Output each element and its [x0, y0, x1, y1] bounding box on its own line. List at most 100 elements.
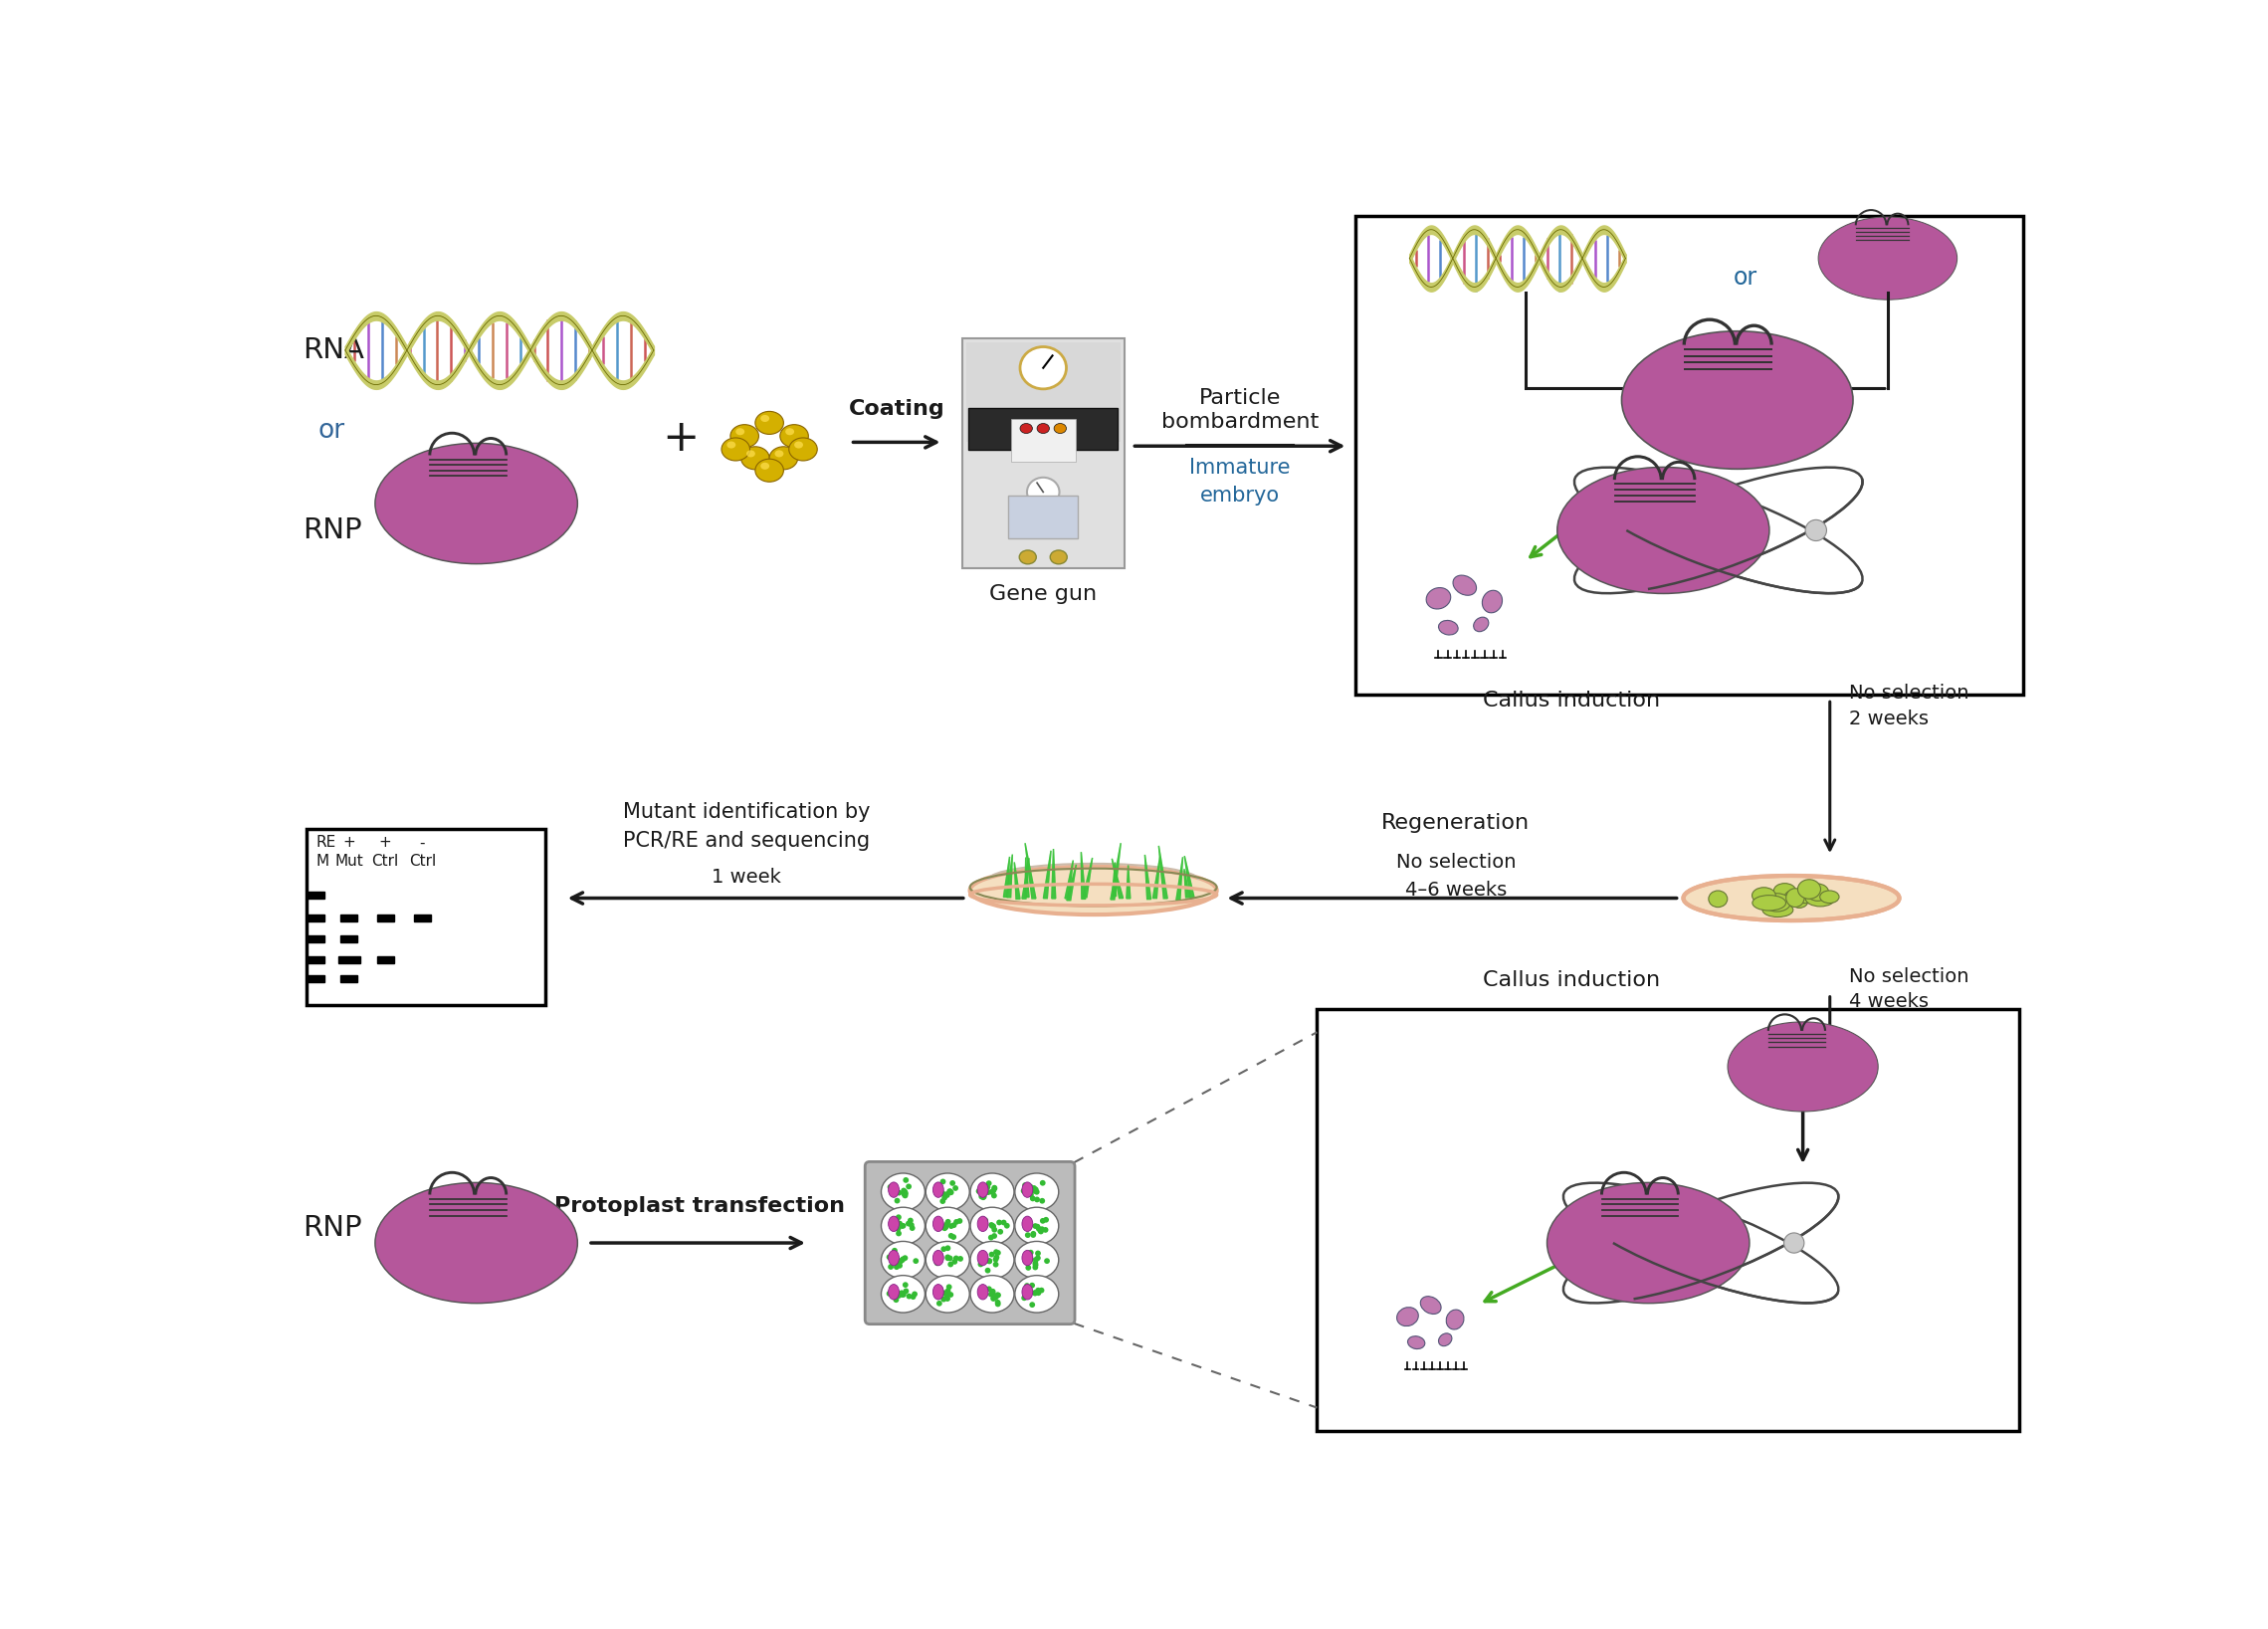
Polygon shape: [1052, 849, 1055, 899]
Ellipse shape: [943, 1191, 950, 1197]
Polygon shape: [1152, 857, 1159, 898]
Ellipse shape: [755, 412, 782, 435]
Ellipse shape: [887, 1290, 891, 1297]
Ellipse shape: [996, 1249, 1000, 1256]
Polygon shape: [1043, 850, 1050, 898]
FancyBboxPatch shape: [1009, 495, 1077, 538]
Text: RE: RE: [315, 836, 336, 850]
Ellipse shape: [785, 428, 794, 435]
Ellipse shape: [937, 1253, 943, 1259]
Ellipse shape: [1762, 893, 1792, 912]
Ellipse shape: [1708, 891, 1728, 907]
Ellipse shape: [993, 1295, 998, 1300]
Text: +: +: [379, 836, 392, 850]
Ellipse shape: [887, 1254, 891, 1259]
Polygon shape: [1111, 862, 1116, 896]
Ellipse shape: [889, 1183, 898, 1197]
Ellipse shape: [1039, 1287, 1043, 1293]
Ellipse shape: [975, 1188, 982, 1194]
FancyBboxPatch shape: [966, 342, 1120, 441]
Polygon shape: [1082, 858, 1093, 898]
Polygon shape: [1159, 845, 1168, 899]
Ellipse shape: [1025, 1284, 1030, 1289]
Text: 4–6 weeks: 4–6 weeks: [1404, 881, 1506, 899]
Ellipse shape: [953, 1259, 957, 1264]
Ellipse shape: [989, 1251, 996, 1258]
Ellipse shape: [941, 1194, 948, 1201]
Ellipse shape: [1036, 1290, 1041, 1295]
Ellipse shape: [989, 1189, 996, 1194]
Ellipse shape: [941, 1290, 948, 1297]
Ellipse shape: [982, 1194, 987, 1199]
Text: No selection: No selection: [1848, 684, 1969, 702]
Text: embryo: embryo: [1200, 485, 1279, 505]
Ellipse shape: [946, 1289, 950, 1293]
Ellipse shape: [971, 1276, 1014, 1313]
Text: Particle: Particle: [1200, 388, 1281, 407]
Ellipse shape: [934, 1261, 939, 1266]
Ellipse shape: [1036, 424, 1050, 433]
Ellipse shape: [882, 1241, 925, 1279]
Ellipse shape: [1039, 1179, 1046, 1186]
Ellipse shape: [948, 1189, 953, 1194]
Text: Mutant identification by: Mutant identification by: [624, 801, 871, 821]
FancyBboxPatch shape: [1356, 217, 2023, 696]
Ellipse shape: [950, 1235, 957, 1240]
Ellipse shape: [1030, 1302, 1034, 1308]
Ellipse shape: [948, 1261, 953, 1267]
Ellipse shape: [898, 1259, 903, 1264]
Ellipse shape: [1025, 1232, 1030, 1238]
Ellipse shape: [946, 1256, 950, 1261]
Ellipse shape: [900, 1191, 907, 1197]
Polygon shape: [1082, 852, 1086, 899]
Ellipse shape: [891, 1258, 898, 1262]
Ellipse shape: [1819, 891, 1839, 902]
Ellipse shape: [1808, 883, 1828, 901]
Polygon shape: [1066, 865, 1077, 901]
Ellipse shape: [953, 1186, 959, 1191]
Text: M: M: [315, 854, 329, 868]
Ellipse shape: [991, 1188, 996, 1194]
Ellipse shape: [898, 1290, 905, 1295]
Ellipse shape: [971, 1207, 1014, 1245]
Ellipse shape: [946, 1218, 950, 1225]
Text: Regeneration: Regeneration: [1381, 813, 1531, 832]
Ellipse shape: [937, 1189, 941, 1196]
Ellipse shape: [991, 1184, 998, 1191]
Ellipse shape: [1021, 347, 1066, 389]
Ellipse shape: [1558, 468, 1769, 593]
Ellipse shape: [1025, 1258, 1032, 1264]
FancyBboxPatch shape: [376, 914, 395, 920]
FancyBboxPatch shape: [1012, 419, 1075, 461]
Ellipse shape: [932, 1284, 943, 1300]
Polygon shape: [1111, 858, 1123, 898]
Ellipse shape: [948, 1189, 955, 1196]
Ellipse shape: [1018, 551, 1036, 564]
Ellipse shape: [982, 1256, 989, 1262]
Ellipse shape: [1805, 520, 1826, 541]
FancyBboxPatch shape: [340, 914, 358, 920]
Ellipse shape: [943, 1223, 948, 1228]
Ellipse shape: [1032, 1258, 1039, 1262]
Ellipse shape: [1474, 617, 1488, 632]
Ellipse shape: [939, 1199, 946, 1204]
Ellipse shape: [941, 1297, 946, 1302]
Ellipse shape: [1039, 1227, 1046, 1232]
Ellipse shape: [978, 1284, 989, 1300]
Ellipse shape: [1447, 1310, 1463, 1329]
Ellipse shape: [903, 1282, 907, 1289]
Ellipse shape: [912, 1292, 919, 1297]
Polygon shape: [1111, 844, 1120, 899]
Polygon shape: [1111, 862, 1116, 896]
Ellipse shape: [1055, 424, 1066, 433]
Ellipse shape: [1023, 1289, 1030, 1293]
Ellipse shape: [903, 1178, 909, 1183]
Ellipse shape: [948, 1233, 955, 1238]
Ellipse shape: [1032, 1290, 1039, 1297]
Text: -: -: [420, 836, 424, 850]
Ellipse shape: [996, 1220, 1002, 1225]
Ellipse shape: [1034, 1254, 1041, 1261]
Ellipse shape: [1427, 588, 1452, 609]
Text: No selection: No selection: [1395, 852, 1515, 872]
Ellipse shape: [1025, 1264, 1032, 1271]
